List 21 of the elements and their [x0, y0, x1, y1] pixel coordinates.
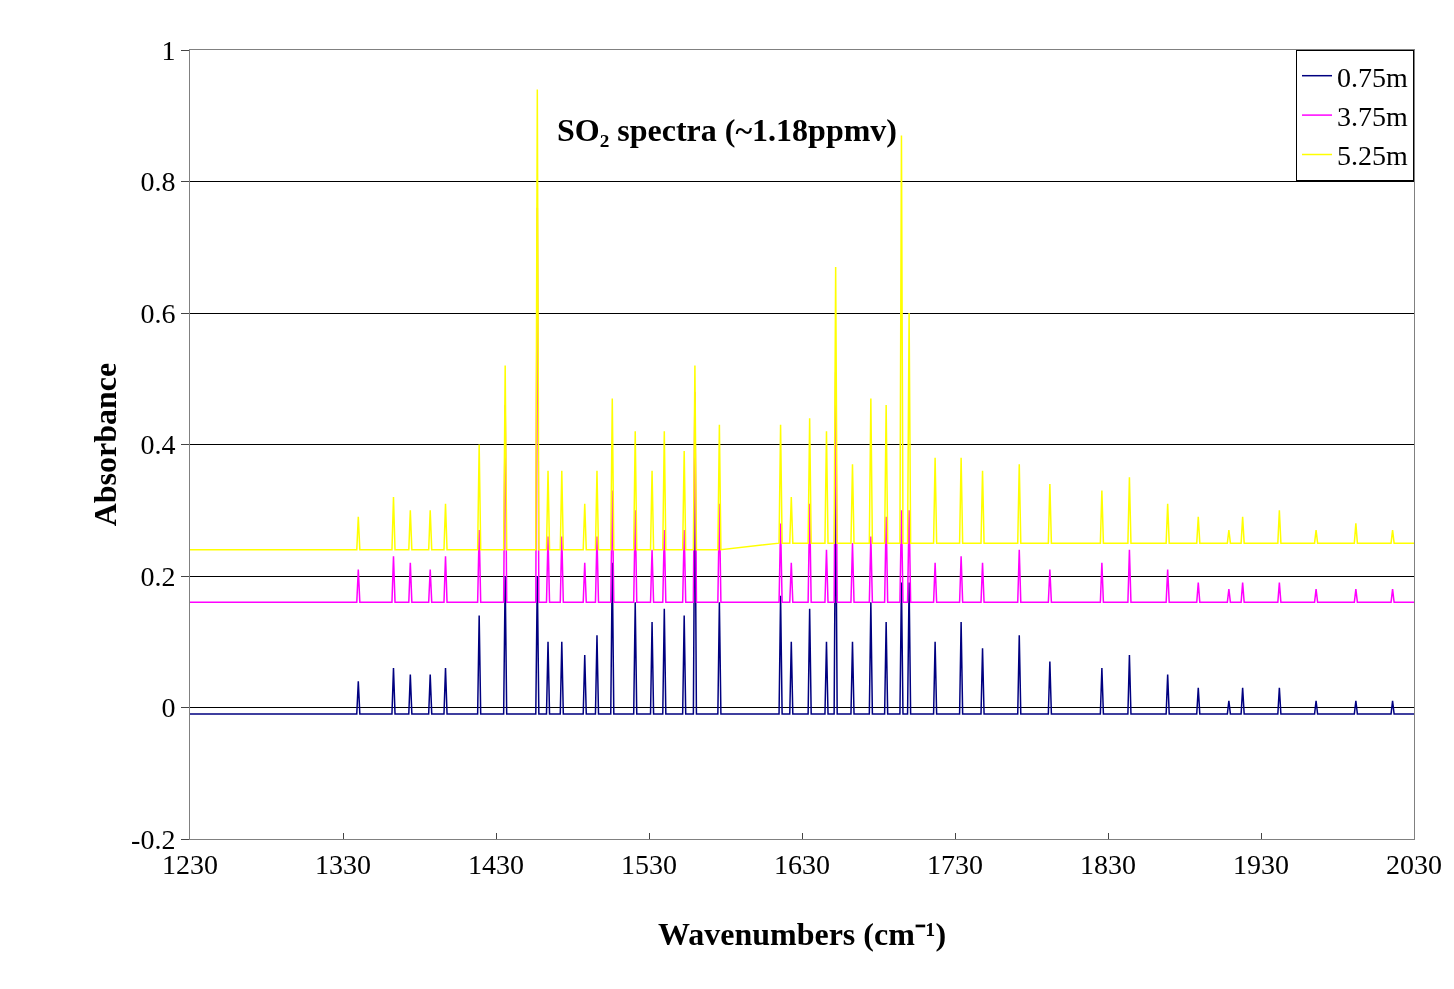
line-series — [190, 88, 1414, 551]
legend-label: 0.75m — [1337, 61, 1408, 93]
x-tick-label: 2030 — [1386, 848, 1442, 880]
x-tick-label: 1930 — [1233, 848, 1289, 880]
x-tick-label: 1330 — [315, 848, 371, 880]
y-tick-label: 0.4 — [140, 429, 176, 461]
text: SO₂ spectra (~1.18ppmv) — [557, 112, 897, 149]
x-tick-label: 1730 — [927, 848, 983, 880]
x-tick-label: 1530 — [621, 848, 677, 880]
y-tick-label: 0.6 — [140, 297, 176, 329]
legend-label: 3.75m — [1337, 101, 1408, 133]
x-tick-label: 1630 — [774, 848, 830, 880]
x-tick-label: 1430 — [468, 848, 524, 880]
y-axis-title: Absorbance — [87, 362, 123, 527]
x-tick-label: 1830 — [1080, 848, 1136, 880]
y-tick-label: 0.8 — [140, 166, 176, 198]
legend-label: 5.25m — [1337, 140, 1408, 172]
y-tick-label: 1 — [161, 34, 176, 66]
x-axis-title: Wavenumbers (cm⁻¹) — [657, 916, 947, 952]
y-tick-label: 0.2 — [140, 560, 176, 592]
y-tick-label: 0 — [161, 692, 176, 724]
